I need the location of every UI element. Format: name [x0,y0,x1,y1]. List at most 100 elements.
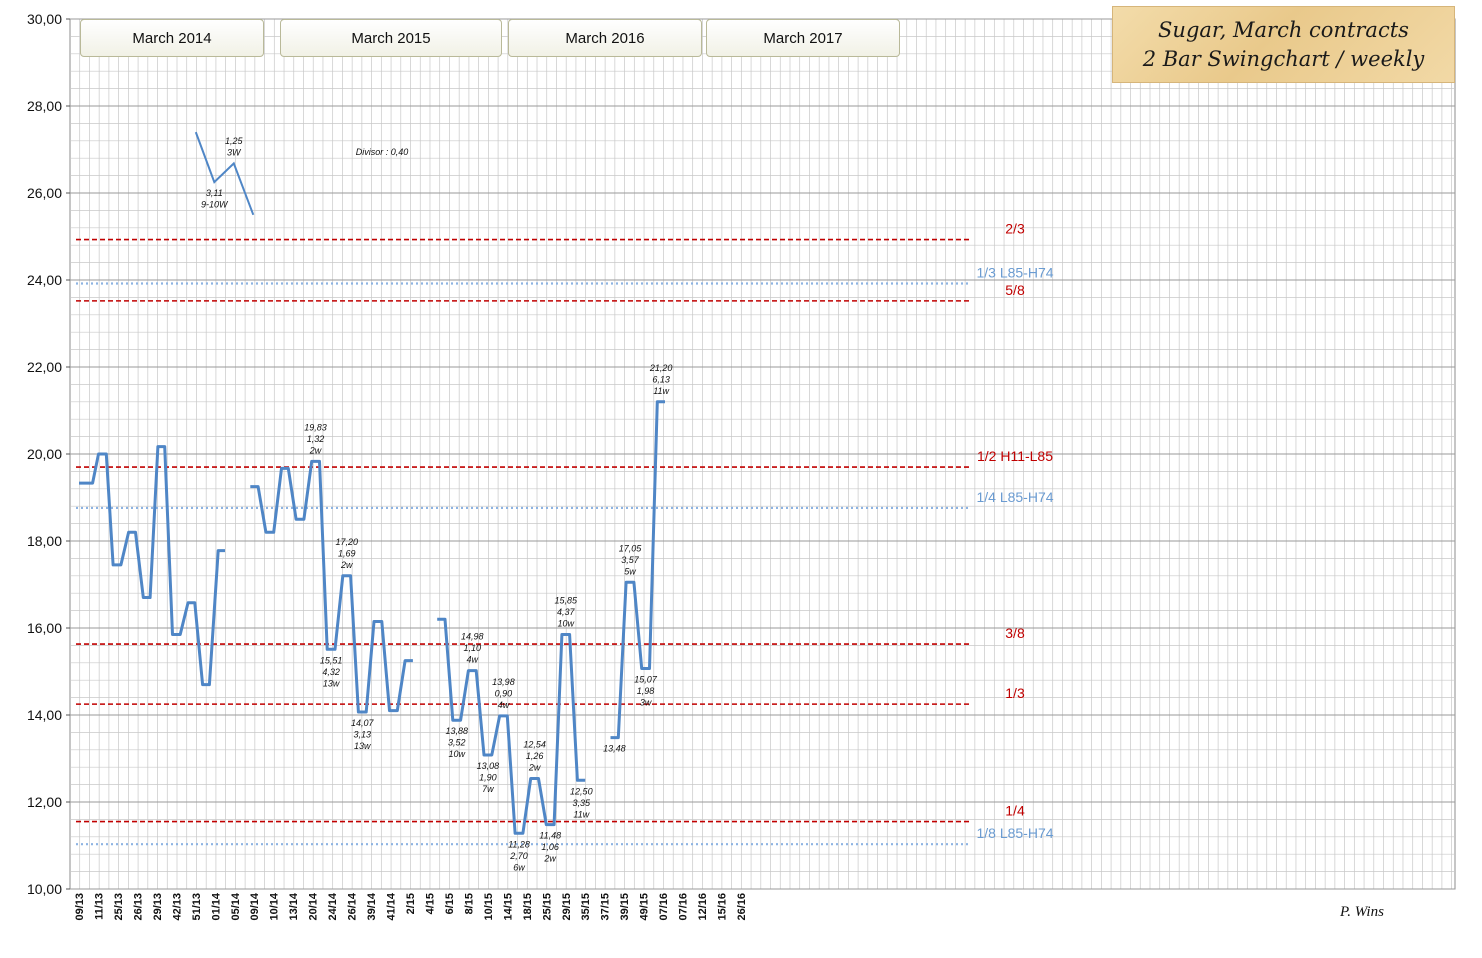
level-label: 3/8 [1005,625,1025,641]
swing-annotation: 2w [340,560,353,570]
swing-annotation: 11w [653,386,669,396]
level-label: 1/3 L85-H74 [976,264,1053,280]
swing-annotation: 5w [624,566,636,576]
swing-annotation: 6w [513,862,525,872]
swing-annotation: 13,48 [603,744,626,754]
swing-annotation: 14,98 [461,632,484,642]
x-tick-label: 26/14 [347,892,359,920]
swing-annotation: 4,37 [557,607,576,617]
x-tick-label: 01/14 [210,892,222,920]
x-tick-label: 25/15 [541,893,553,921]
swing-annotation: 6,13 [652,374,670,384]
swing-annotation: 11,28 [508,839,530,849]
swing-annotation: 17,20 [335,537,358,547]
y-tick-label: 16,00 [27,620,62,636]
x-tick-label: 26/13 [132,893,144,921]
y-tick-label: 24,00 [27,272,62,288]
x-tick-label: 42/13 [171,893,183,921]
x-tick-label: 20/14 [308,892,320,920]
chart-title: Sugar, March contracts 2 Bar Swingchart … [1112,6,1455,83]
y-tick-label: 20,00 [27,446,62,462]
x-tick-label: 09/13 [74,893,86,921]
swing-annotation: 12,50 [570,786,593,796]
level-label: 1/3 [1005,685,1025,701]
swing-annotation: 21,20 [649,363,673,373]
swing-line [79,445,225,687]
swing-annotation: 17,05 [619,543,643,553]
swing-annotation: 2w [543,854,556,864]
level-label: 1/4 [1005,803,1025,819]
x-tick-label: 49/15 [639,893,651,921]
swing-line [610,400,665,740]
x-tick-label: 25/13 [113,893,125,921]
swing-annotation: 13w [323,678,340,688]
chart-title-line1: Sugar, March contracts [1158,17,1409,42]
level-label: 1/4 L85-H74 [976,489,1053,505]
swing-annotation: 3,35 [573,798,592,808]
y-tick-label: 30,00 [27,11,62,27]
tab-march-2015[interactable]: March 2015 [280,19,502,57]
tab-march-2014[interactable]: March 2014 [80,19,264,57]
swing-annotation: 13w [354,741,371,751]
swing-annotation: 13,88 [445,726,468,736]
x-tick-label: 41/14 [386,892,398,920]
swing-annotation: 11w [573,809,589,819]
x-tick-label: 05/14 [230,892,242,920]
x-tick-label: 14/15 [502,893,514,921]
swing-annotation: 12,54 [523,740,546,750]
level-label: 5/8 [1005,282,1025,298]
x-tick-label: 11/13 [93,893,105,920]
swing-annotation: 3,57 [621,555,640,565]
swing-annotation: 13,98 [492,677,515,687]
y-tick-label: 12,00 [27,794,62,810]
divisor-note: Divisor : 0,40 [356,147,409,157]
swing-annotation: 7w [482,784,494,794]
swing-annotation: 1,26 [526,751,544,761]
swing-annotation: 3,52 [448,738,466,748]
author-credit: P. Wins [1340,904,1384,920]
level-label: 2/3 [1005,221,1025,237]
swing-annotation: 2,70 [509,851,528,861]
swing-annotation: 13,08 [477,761,500,771]
swing-annotation: 3,13 [354,729,372,739]
swing-annotation: 4,32 [322,667,340,677]
y-tick-label: 10,00 [27,881,62,897]
x-tick-label: 6/15 [444,893,456,914]
x-tick-label: 35/15 [580,893,592,921]
x-tick-label: 4/15 [424,893,436,914]
swing-annotation: 15,07 [634,674,658,684]
example-swing-line [194,131,255,216]
swing-line [437,617,586,835]
swing-line [250,459,413,714]
x-tick-label: 18/15 [522,893,534,921]
x-tick-label: 24/14 [327,892,339,920]
x-tick-label: 10/15 [483,893,495,921]
y-tick-label: 18,00 [27,533,62,549]
swing-annotation: 1,06 [541,842,559,852]
y-tick-label: 14,00 [27,707,62,723]
y-tick-label: 28,00 [27,98,62,114]
x-tick-label: 29/13 [152,893,164,921]
swing-annotation: 1,32 [307,434,325,444]
swing-annotation: 2w [309,445,322,455]
level-label: 1/8 L85-H74 [976,825,1053,841]
swing-annotation: 0,90 [495,688,513,698]
x-tick-label: 07/16 [678,893,690,921]
x-tick-label: 39/14 [366,892,378,920]
swing-annotation: 1,98 [637,686,655,696]
x-tick-label: 37/15 [600,893,612,921]
example-swing-label: 1,25 [225,136,244,146]
x-tick-label: 13/14 [288,892,300,920]
x-tick-label: 8/15 [463,893,475,914]
swing-annotation: 1,69 [338,548,356,558]
x-tick-label: 26/16 [736,893,748,921]
swing-annotation: 3w [640,697,652,707]
x-tick-label: 09/14 [249,892,261,920]
swing-annotation: 10w [448,749,465,759]
tab-march-2017[interactable]: March 2017 [706,19,900,57]
x-tick-label: 15/16 [717,893,729,921]
x-tick-label: 12/16 [697,893,709,921]
tab-march-2016[interactable]: March 2016 [508,19,702,57]
